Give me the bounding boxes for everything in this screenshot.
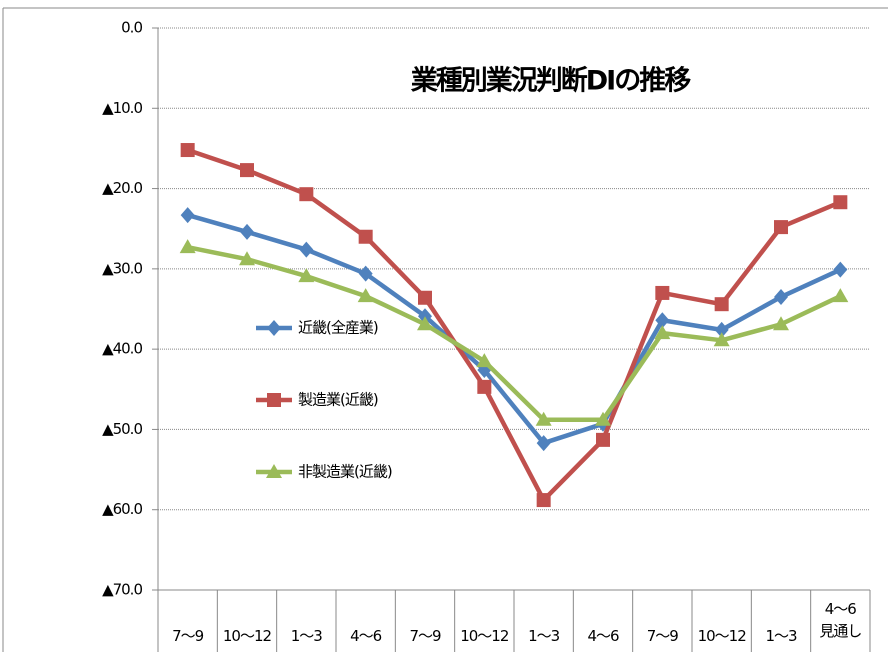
marker <box>358 265 373 282</box>
marker <box>180 207 195 224</box>
x-tick-label: 4～6 <box>350 627 382 645</box>
y-tick-label: 0.0 <box>121 19 142 37</box>
chart-title: 業種別業況判断DIの推移 <box>411 66 691 97</box>
marker <box>596 432 610 447</box>
marker <box>240 223 254 240</box>
marker <box>655 285 670 300</box>
x-tick-label: 1～3 <box>290 627 323 645</box>
series-line <box>187 212 842 446</box>
marker <box>358 229 373 244</box>
y-tick-label: ▲20.0 <box>102 179 142 197</box>
marker <box>476 353 493 368</box>
marker <box>239 251 255 266</box>
marker <box>595 411 611 426</box>
marker <box>299 241 314 258</box>
y-tick-label: ▲60.0 <box>102 500 142 518</box>
marker <box>418 290 432 305</box>
legend-label: 製造業(近畿) <box>298 391 378 409</box>
marker <box>180 143 195 158</box>
legend-marker <box>266 464 282 478</box>
x-tick-label: 1～3 <box>765 627 797 645</box>
marker <box>477 379 492 394</box>
marker <box>774 288 788 305</box>
marker <box>357 288 374 303</box>
series-line <box>186 147 842 503</box>
x-tick-label: 10～12 <box>697 627 747 645</box>
marker <box>655 312 670 329</box>
marker <box>714 297 729 312</box>
y-tick-label: ▲70.0 <box>102 581 142 599</box>
marker <box>773 316 789 331</box>
x-tick-label: 1～3 <box>528 627 560 645</box>
x-tick-label: 7～9 <box>172 627 204 645</box>
y-tick-label: ▲40.0 <box>102 340 142 358</box>
marker <box>417 316 433 331</box>
marker <box>833 261 848 278</box>
y-tick-label: ▲50.0 <box>102 420 142 438</box>
legend-label: 非製造業(近畿) <box>298 463 392 481</box>
marker <box>713 332 730 347</box>
legend-marker <box>267 393 281 407</box>
x-tick-label: 10～12 <box>460 627 509 645</box>
x-tick-label: 7～9 <box>646 627 679 645</box>
y-tick-label: ▲30.0 <box>102 259 142 277</box>
series-line <box>187 244 842 423</box>
marker <box>774 220 788 235</box>
y-tick-label: ▲10.0 <box>102 99 142 117</box>
marker <box>832 288 849 303</box>
marker <box>536 435 551 452</box>
x-tick-label: 4～6 <box>587 627 619 645</box>
x-tick-label: 4～6 見通し <box>819 600 862 640</box>
legend-marker <box>267 320 281 336</box>
marker <box>535 411 552 426</box>
x-tick-label: 7～9 <box>409 627 441 645</box>
marker <box>536 493 551 508</box>
x-tick-label: 10～12 <box>222 627 272 645</box>
marker <box>298 268 315 283</box>
marker <box>240 163 254 178</box>
marker <box>179 239 196 254</box>
legend-label: 近畿(全産業) <box>298 319 378 337</box>
marker <box>654 325 671 340</box>
marker <box>299 187 314 202</box>
marker <box>833 195 848 210</box>
marker <box>714 321 729 338</box>
